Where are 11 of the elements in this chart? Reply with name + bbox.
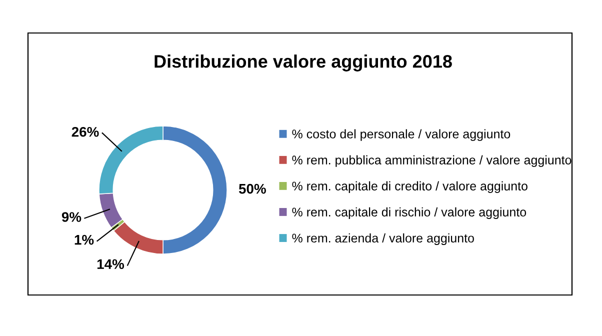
legend-label: % costo del personale / valore aggiunto [292,129,510,141]
data-label: 26% [72,126,99,137]
chart-title: Distribuzione valore aggiunto 2018 [154,54,452,72]
legend-label: % rem. azienda / valore aggiunto [292,233,474,246]
legend-label: % rem. capitale di credito / valore aggiunto [292,181,528,193]
legend-label: % rem. pubblica amministrazione / valore aggiunto [292,155,572,167]
data-label: 50% [238,184,266,194]
legend-label: % rem. capitale di rischio / valore aggiunto [292,207,526,219]
data-label: 9% [62,212,82,222]
data-label: 14% [97,259,124,269]
data-label: 1% [74,234,94,245]
